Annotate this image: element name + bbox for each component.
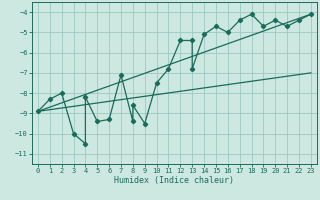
X-axis label: Humidex (Indice chaleur): Humidex (Indice chaleur) (115, 176, 234, 185)
